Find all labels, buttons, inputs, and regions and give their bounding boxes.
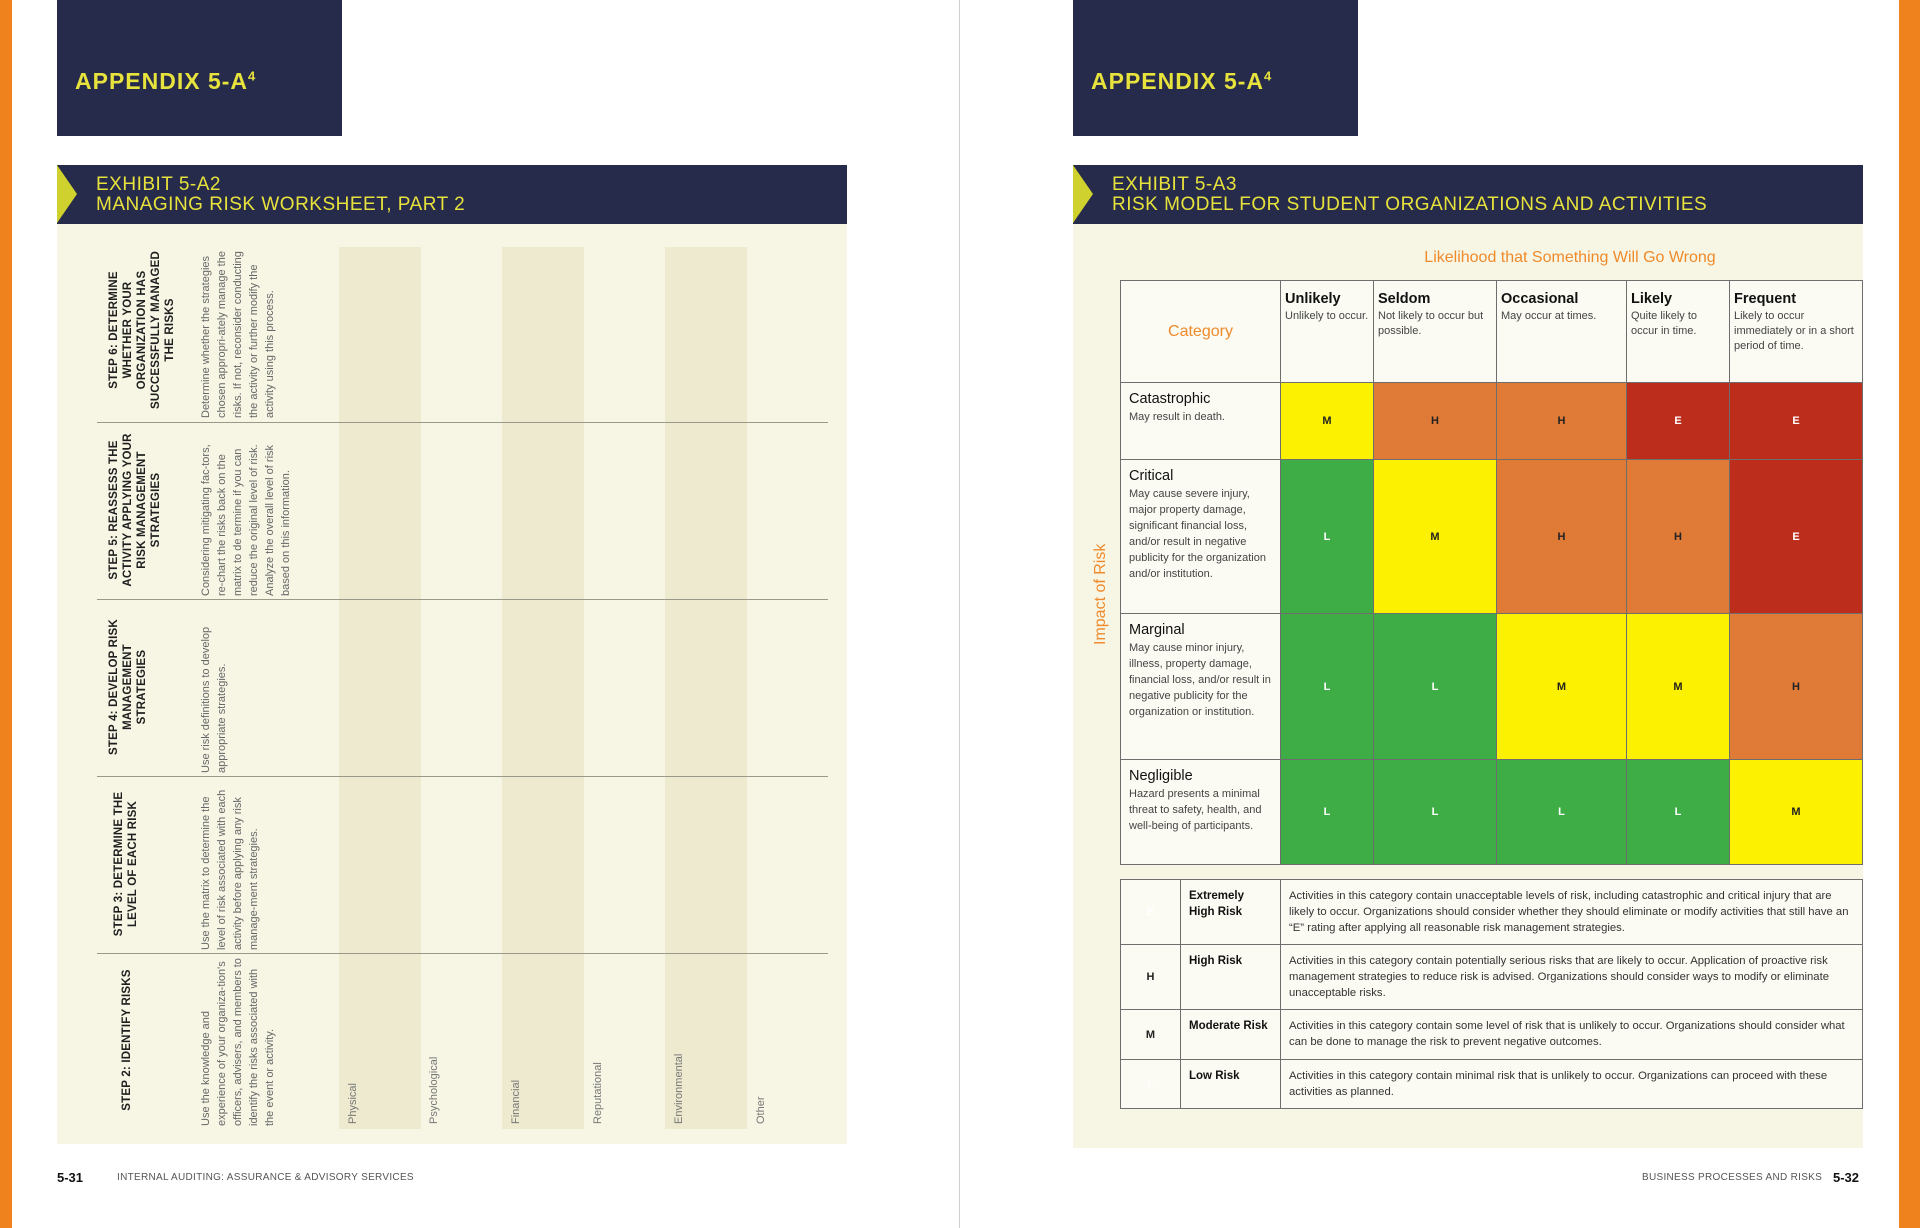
- row-marginal: Marginal May cause minor injury, illness,…: [1120, 613, 1281, 760]
- step6-description: Determine whether the strategies chosen …: [200, 251, 276, 418]
- page-spine: [959, 0, 960, 1228]
- legend-swatch-moderate: M: [1120, 1009, 1181, 1060]
- category-reputational: Reputational: [592, 1062, 604, 1124]
- matrix-cell: M: [1280, 382, 1374, 460]
- row-catastrophic: Catastrophic May result in death.: [1120, 382, 1281, 460]
- appendix-footnote: 4: [248, 68, 257, 84]
- legend-name: High Risk: [1180, 944, 1281, 1010]
- risk-legend: E Extremely High Risk Activities in this…: [1120, 879, 1863, 1109]
- matrix-cell: L: [1373, 613, 1497, 760]
- stripe-environmental: [665, 247, 747, 1129]
- legend-swatch-extreme: E: [1120, 879, 1181, 945]
- matrix-cell: L: [1280, 759, 1374, 865]
- legend-description: Activities in this category contain pote…: [1280, 944, 1863, 1010]
- step3-heading: STEP 3: DETERMINE THE LEVEL OF EACH RISK: [113, 791, 139, 937]
- legend-description: Activities in this category contain mini…: [1280, 1059, 1863, 1109]
- step4-description: Use risk definitions to develop appropri…: [200, 626, 228, 773]
- matrix-cell: E: [1626, 382, 1730, 460]
- matrix-cell: L: [1373, 759, 1497, 865]
- step2-heading: STEP 2: IDENTIFY RISKS: [121, 969, 133, 1111]
- matrix-cell: H: [1496, 382, 1627, 460]
- legend-name: Moderate Risk: [1180, 1009, 1281, 1060]
- footer-left: INTERNAL AUDITING: ASSURANCE & ADVISORY …: [117, 1172, 414, 1183]
- matrix-cell: E: [1729, 382, 1863, 460]
- appendix-footnote: 4: [1264, 68, 1273, 84]
- category-physical: Physical: [347, 1083, 359, 1124]
- header-arrow-icon: [57, 165, 77, 223]
- appendix-title: APPENDIX 5-A: [75, 68, 249, 94]
- row-critical: Critical May cause severe injury, major p…: [1120, 459, 1281, 614]
- category-header: Category: [1120, 280, 1281, 383]
- matrix-cell: H: [1729, 613, 1863, 760]
- col-seldom: Seldom Not likely to occur but possible.: [1373, 280, 1497, 383]
- matrix-cell: M: [1373, 459, 1497, 614]
- divider: [97, 953, 828, 954]
- exhibit-header-left: EXHIBIT 5-A2 MANAGING RISK WORKSHEET, PAR…: [57, 165, 847, 224]
- stripe-financial: [502, 247, 584, 1129]
- divider: [97, 599, 828, 600]
- exhibit-header-right: EXHIBIT 5-A3 RISK MODEL FOR STUDENT ORGAN…: [1073, 165, 1863, 224]
- matrix-cell: L: [1280, 613, 1374, 760]
- likelihood-title: Likelihood that Something Will Go Wrong: [1424, 249, 1716, 266]
- legend-name: Low Risk: [1180, 1059, 1281, 1109]
- col-occasional: Occasional May occur at times.: [1496, 280, 1627, 383]
- matrix-cell: H: [1373, 382, 1497, 460]
- divider: [97, 422, 828, 423]
- appendix-title: APPENDIX 5-A: [1091, 68, 1265, 94]
- category-psychological: Psychological: [428, 1056, 440, 1124]
- step5-description: Considering mitigating fac-tors, re-char…: [200, 444, 292, 596]
- step2-description: Use the knowledge and experience of your…: [200, 958, 276, 1126]
- risk-matrix: Category Unlikely Unlikely to occur. Seld…: [1120, 280, 1863, 865]
- page-number-left: 5-31: [57, 1170, 84, 1185]
- footer-right: BUSINESS PROCESSES AND RISKS: [1642, 1172, 1823, 1183]
- row-negligible: Negligible Hazard presents a minimal thre…: [1120, 759, 1281, 865]
- legend-name: Extremely High Risk: [1180, 879, 1281, 945]
- col-likely: Likely Quite likely to occur in time.: [1626, 280, 1730, 383]
- divider: [97, 776, 828, 777]
- legend-swatch-low: L: [1120, 1059, 1181, 1109]
- matrix-cell: L: [1496, 759, 1627, 865]
- matrix-cell: E: [1729, 459, 1863, 614]
- step3-description: Use the matrix to determine the level of…: [200, 789, 260, 950]
- matrix-cell: L: [1626, 759, 1730, 865]
- category-other: Other: [755, 1096, 767, 1124]
- matrix-cell: H: [1626, 459, 1730, 614]
- impact-title: Impact of Risk: [1092, 543, 1109, 645]
- right-edge-bar: [1899, 0, 1920, 1228]
- step4-heading: STEP 4: DEVELOP RISK MANAGEMENT STRATEGI…: [108, 619, 148, 755]
- matrix-cell: M: [1496, 613, 1627, 760]
- appendix-header-right: APPENDIX 5-A4: [1073, 0, 1358, 136]
- page-number-right: 5-32: [1833, 1170, 1860, 1185]
- header-arrow-icon: [1073, 165, 1093, 223]
- exhibit-label: EXHIBIT 5-A2: [96, 174, 221, 195]
- category-financial: Financial: [510, 1079, 522, 1124]
- appendix-header-left: APPENDIX 5-A4: [57, 0, 342, 136]
- matrix-cell: M: [1729, 759, 1863, 865]
- step6-heading: STEP 6: DETERMINE WHETHER YOUR ORGANIZAT…: [108, 251, 176, 409]
- legend-swatch-high: H: [1120, 944, 1181, 1010]
- col-frequent: Frequent Likely to occur immediately or i…: [1729, 280, 1863, 383]
- left-edge-bar: [0, 0, 12, 1228]
- exhibit-label: EXHIBIT 5-A3: [1112, 174, 1237, 195]
- legend-description: Activities in this category contain some…: [1280, 1009, 1863, 1060]
- step5-heading: STEP 5: REASSESS THE ACTIVITY APPLYING Y…: [108, 433, 162, 587]
- exhibit-title: RISK MODEL FOR STUDENT ORGANIZATIONS AND…: [1112, 194, 1708, 215]
- matrix-cell: L: [1280, 459, 1374, 614]
- matrix-cell: H: [1496, 459, 1627, 614]
- exhibit-title: MANAGING RISK WORKSHEET, PART 2: [96, 194, 466, 215]
- col-unlikely: Unlikely Unlikely to occur.: [1280, 280, 1374, 383]
- matrix-cell: M: [1626, 613, 1730, 760]
- stripe-physical: [339, 247, 421, 1129]
- legend-description: Activities in this category contain unac…: [1280, 879, 1863, 945]
- category-environmental: Environmental: [673, 1053, 685, 1124]
